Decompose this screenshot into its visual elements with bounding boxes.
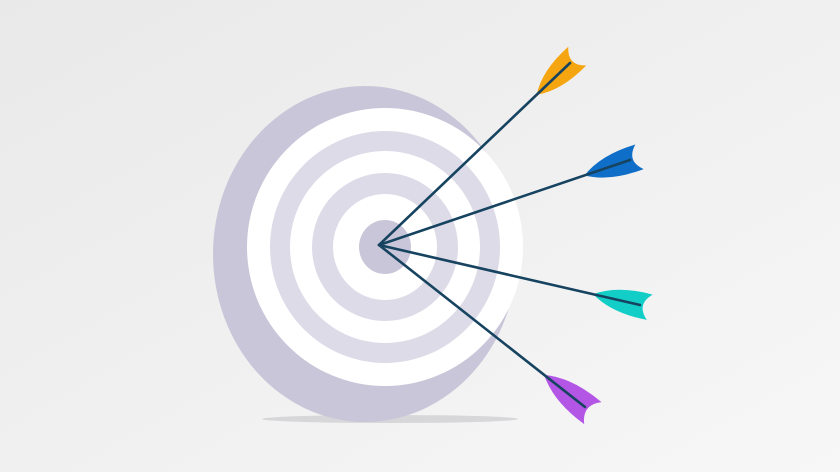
arrows xyxy=(377,46,653,425)
purple-arrow xyxy=(377,243,602,425)
orange-arrow xyxy=(377,46,587,247)
blue-arrow xyxy=(377,144,644,247)
teal-arrow-shaft xyxy=(377,243,642,307)
blue-arrow-shaft xyxy=(377,158,632,247)
purple-arrow-shaft xyxy=(377,243,587,409)
target-board xyxy=(213,86,523,422)
orange-arrow-shaft xyxy=(377,61,572,247)
teal-arrow xyxy=(377,243,653,320)
